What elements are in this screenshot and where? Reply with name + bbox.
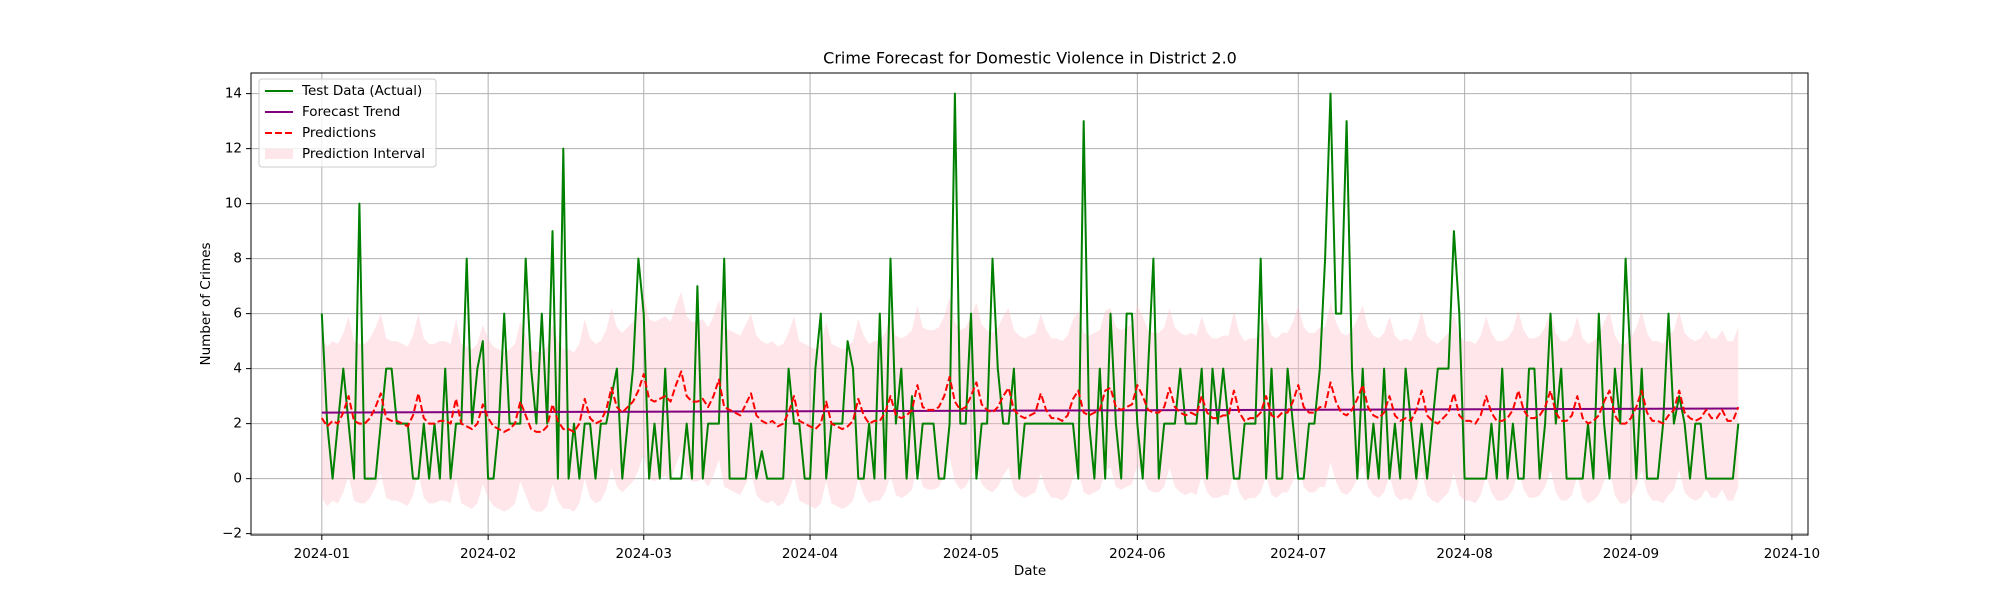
y-tick-label: 12 <box>225 141 242 157</box>
y-axis-label: Number of Crimes <box>198 242 214 365</box>
legend-swatch <box>265 149 293 159</box>
x-tick-label: 2024-09 <box>1603 546 1659 562</box>
legend-label: Prediction Interval <box>302 146 425 162</box>
x-tick-label: 2024-04 <box>782 546 838 562</box>
x-tick-label: 2024-08 <box>1436 546 1492 562</box>
y-tick-label: 0 <box>233 471 242 487</box>
legend-label: Test Data (Actual) <box>301 83 422 99</box>
x-tick-label: 2024-03 <box>616 546 672 562</box>
y-tick-label: 10 <box>225 196 242 212</box>
area-layer <box>321 291 1739 512</box>
series-line <box>321 407 1739 414</box>
series-line <box>320 370 1740 433</box>
y-tick-label: 8 <box>233 251 242 267</box>
y-tick-label: −2 <box>222 526 242 542</box>
x-axis-label: Date <box>1014 563 1046 579</box>
plot-frame <box>250 72 1809 536</box>
y-tick-label: 14 <box>225 86 242 102</box>
x-tick-label: 2024-10 <box>1764 546 1820 562</box>
x-tick-label: 2024-02 <box>460 546 516 562</box>
y-tick-label: 2 <box>233 416 242 432</box>
x-tick-label: 2024-07 <box>1270 546 1326 562</box>
chart-title: Crime Forecast for Domestic Violence in … <box>823 49 1237 68</box>
x-tick-label: 2024-06 <box>1109 546 1165 562</box>
legend-label: Forecast Trend <box>302 104 400 120</box>
series-line <box>320 92 1740 480</box>
legend-layer: Test Data (Actual) Forecast Trend Predicti… <box>258 78 437 168</box>
lines-layer <box>320 92 1740 480</box>
prediction-interval <box>321 291 1739 512</box>
y-tick-label: 6 <box>233 306 242 322</box>
x-tick-label: 2024-05 <box>943 546 999 562</box>
x-tick-label: 2024-01 <box>294 546 350 562</box>
legend-label: Predictions <box>302 125 376 141</box>
axes-layer: 2024-01 2024-02 2024-03 2024-04 2024-05 2024-… <box>222 72 1820 562</box>
legend-box <box>258 78 437 168</box>
y-tick-label: 4 <box>233 361 242 377</box>
